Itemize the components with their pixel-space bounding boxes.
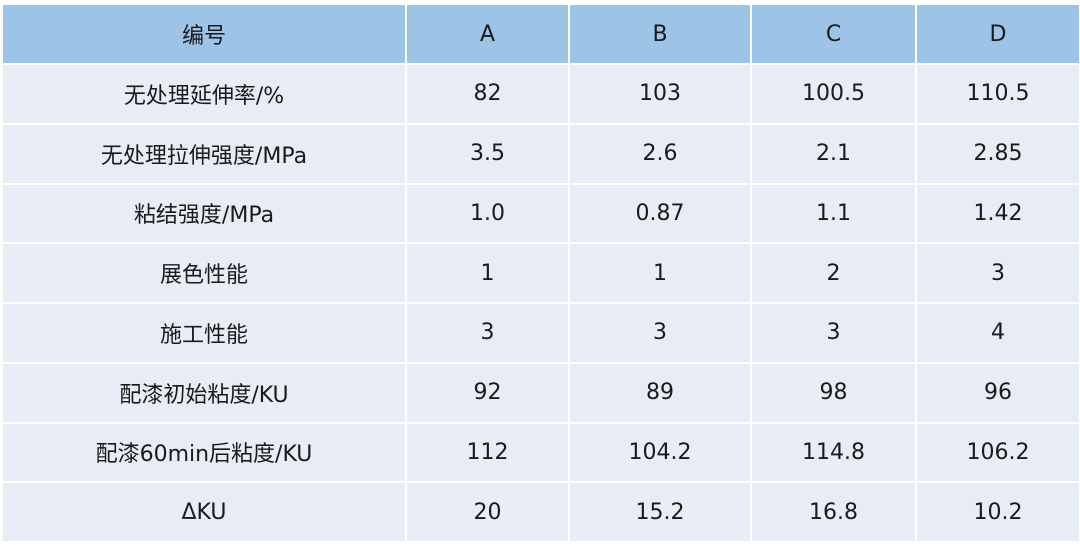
table-cell: 16.8 [752, 483, 915, 541]
row-label: ΔKU [3, 483, 405, 541]
table-cell: 1.42 [917, 184, 1079, 243]
table-row: 施工性能 3 3 3 4 [3, 304, 1079, 362]
table-cell: 3 [570, 304, 750, 362]
table-cell: 1 [570, 244, 750, 302]
row-label: 无处理拉伸强度/MPa [3, 124, 405, 183]
table-cell: 15.2 [570, 483, 750, 541]
table-cell: 92 [407, 363, 568, 422]
table-row: 无处理延伸率/% 82 103 100.5 110.5 [3, 65, 1079, 123]
data-table: 编号 A B C D 无处理延伸率/% 82 103 100.5 110.5 无… [1, 3, 1080, 543]
table-cell: 3 [752, 304, 915, 362]
table-cell: 2.6 [570, 124, 750, 183]
row-label: 配漆初始粘度/KU [3, 363, 405, 422]
table-cell: 112 [407, 423, 568, 482]
table-cell: 1.0 [407, 184, 568, 243]
row-label: 无处理延伸率/% [3, 65, 405, 123]
header-cell-d: D [917, 5, 1079, 63]
table-cell: 96 [917, 363, 1079, 422]
table-body: 无处理延伸率/% 82 103 100.5 110.5 无处理拉伸强度/MPa … [3, 65, 1079, 541]
table-cell: 82 [407, 65, 568, 123]
table-row: ΔKU 20 15.2 16.8 10.2 [3, 483, 1079, 541]
table-cell: 20 [407, 483, 568, 541]
row-label: 施工性能 [3, 304, 405, 362]
header-cell-a: A [407, 5, 568, 63]
table-cell: 110.5 [917, 65, 1079, 123]
table-row: 展色性能 1 1 2 3 [3, 244, 1079, 302]
row-label: 展色性能 [3, 244, 405, 302]
table-cell: 114.8 [752, 423, 915, 482]
table-cell: 0.87 [570, 184, 750, 243]
data-table-container: 编号 A B C D 无处理延伸率/% 82 103 100.5 110.5 无… [1, 3, 1079, 543]
header-cell-c: C [752, 5, 915, 63]
table-cell: 2 [752, 244, 915, 302]
table-cell: 3 [407, 304, 568, 362]
row-label: 配漆60min后粘度/KU [3, 423, 405, 482]
header-cell-id: 编号 [3, 5, 405, 63]
table-cell: 2.85 [917, 124, 1079, 183]
table-cell: 103 [570, 65, 750, 123]
table-cell: 1 [407, 244, 568, 302]
table-row: 粘结强度/MPa 1.0 0.87 1.1 1.42 [3, 184, 1079, 243]
table-cell: 106.2 [917, 423, 1079, 482]
table-header: 编号 A B C D [3, 5, 1079, 63]
table-row: 配漆60min后粘度/KU 112 104.2 114.8 106.2 [3, 423, 1079, 482]
table-cell: 1.1 [752, 184, 915, 243]
table-cell: 98 [752, 363, 915, 422]
table-cell: 3 [917, 244, 1079, 302]
table-cell: 2.1 [752, 124, 915, 183]
header-row: 编号 A B C D [3, 5, 1079, 63]
table-cell: 3.5 [407, 124, 568, 183]
table-cell: 89 [570, 363, 750, 422]
table-row: 无处理拉伸强度/MPa 3.5 2.6 2.1 2.85 [3, 124, 1079, 183]
header-cell-b: B [570, 5, 750, 63]
table-cell: 104.2 [570, 423, 750, 482]
row-label: 粘结强度/MPa [3, 184, 405, 243]
table-cell: 100.5 [752, 65, 915, 123]
table-cell: 4 [917, 304, 1079, 362]
table-row: 配漆初始粘度/KU 92 89 98 96 [3, 363, 1079, 422]
table-cell: 10.2 [917, 483, 1079, 541]
